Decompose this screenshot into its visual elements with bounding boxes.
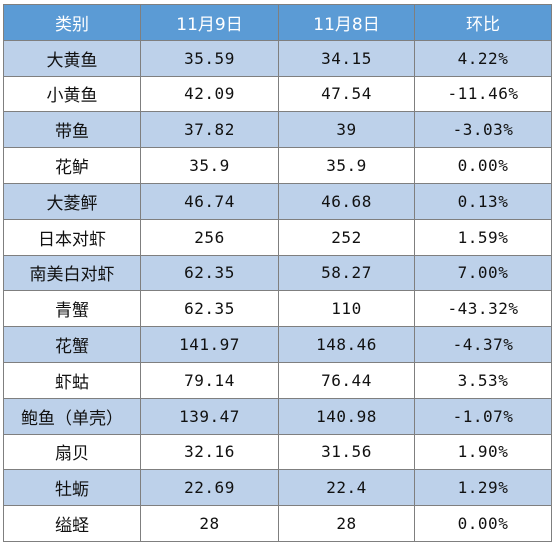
change-cell: 1.59% [414, 218, 552, 256]
change-cell: 0.00% [414, 505, 552, 542]
nov9-price-cell: 79.14 [140, 361, 279, 399]
category-cell: 牡蛎 [3, 469, 141, 507]
nov9-price-cell: 62.35 [140, 290, 279, 328]
nov8-price-cell: 28 [278, 505, 415, 542]
nov8-price-cell: 76.44 [278, 361, 415, 399]
nov8-price-cell: 252 [278, 218, 415, 256]
nov9-price-cell: 35.59 [140, 39, 279, 77]
nov9-price-cell: 256 [140, 218, 279, 256]
nov8-price-cell: 22.4 [278, 469, 415, 507]
nov8-price-cell: 140.98 [278, 397, 415, 435]
category-cell: 虾蛄 [3, 361, 141, 399]
nov9-price-cell: 46.74 [140, 182, 279, 220]
change-cell: -11.46% [414, 75, 552, 113]
header-change: 环比 [414, 4, 552, 41]
nov9-price-cell: 28 [140, 505, 279, 542]
change-cell: 4.22% [414, 39, 552, 77]
nov9-price-cell: 42.09 [140, 75, 279, 113]
category-cell: 青蟹 [3, 290, 141, 328]
category-cell: 带鱼 [3, 111, 141, 149]
change-cell: 3.53% [414, 361, 552, 399]
header-nov8: 11月8日 [278, 4, 415, 41]
nov8-price-cell: 35.9 [278, 147, 415, 184]
header-nov9: 11月9日 [140, 4, 279, 41]
table-body: 大黄鱼 35.59 34.15 4.22% 小黄鱼 42.09 47.54 -1… [3, 39, 552, 542]
nov8-price-cell: 148.46 [278, 326, 415, 363]
nov8-price-cell: 34.15 [278, 39, 415, 77]
table-row: 带鱼 37.82 39 -3.03% [3, 111, 552, 149]
table-row: 花蟹 141.97 148.46 -4.37% [3, 326, 552, 363]
table-row: 扇贝 32.16 31.56 1.90% [3, 433, 552, 471]
nov8-price-cell: 31.56 [278, 433, 415, 471]
table-row: 牡蛎 22.69 22.4 1.29% [3, 469, 552, 507]
nov8-price-cell: 46.68 [278, 182, 415, 220]
nov9-price-cell: 141.97 [140, 326, 279, 363]
nov8-price-cell: 110 [278, 290, 415, 328]
header-category: 类别 [3, 4, 141, 41]
table-row: 大菱鲆 46.74 46.68 0.13% [3, 182, 552, 220]
price-comparison-table: 类别 11月9日 11月8日 环比 大黄鱼 35.59 34.15 4.22% … [3, 4, 552, 542]
category-cell: 花蟹 [3, 326, 141, 363]
table-row: 鲍鱼（单壳） 139.47 140.98 -1.07% [3, 397, 552, 435]
change-cell: 0.13% [414, 182, 552, 220]
category-cell: 缢蛏 [3, 505, 141, 542]
table-row: 虾蛄 79.14 76.44 3.53% [3, 361, 552, 399]
change-cell: 0.00% [414, 147, 552, 184]
change-cell: -43.32% [414, 290, 552, 328]
nov9-price-cell: 62.35 [140, 254, 279, 292]
change-cell: 1.29% [414, 469, 552, 507]
change-cell: -4.37% [414, 326, 552, 363]
table-row: 大黄鱼 35.59 34.15 4.22% [3, 39, 552, 77]
change-cell: -1.07% [414, 397, 552, 435]
table-row: 南美白对虾 62.35 58.27 7.00% [3, 254, 552, 292]
nov8-price-cell: 39 [278, 111, 415, 149]
nov8-price-cell: 47.54 [278, 75, 415, 113]
table-header-row: 类别 11月9日 11月8日 环比 [3, 4, 552, 41]
nov8-price-cell: 58.27 [278, 254, 415, 292]
nov9-price-cell: 35.9 [140, 147, 279, 184]
table-row: 小黄鱼 42.09 47.54 -11.46% [3, 75, 552, 113]
nov9-price-cell: 139.47 [140, 397, 279, 435]
table-row: 缢蛏 28 28 0.00% [3, 505, 552, 542]
category-cell: 南美白对虾 [3, 254, 141, 292]
price-table-container: 类别 11月9日 11月8日 环比 大黄鱼 35.59 34.15 4.22% … [3, 4, 552, 542]
table-row: 日本对虾 256 252 1.59% [3, 218, 552, 256]
nov9-price-cell: 22.69 [140, 469, 279, 507]
table-row: 花鲈 35.9 35.9 0.00% [3, 147, 552, 184]
category-cell: 花鲈 [3, 147, 141, 184]
category-cell: 扇贝 [3, 433, 141, 471]
category-cell: 小黄鱼 [3, 75, 141, 113]
change-cell: -3.03% [414, 111, 552, 149]
nov9-price-cell: 32.16 [140, 433, 279, 471]
category-cell: 日本对虾 [3, 218, 141, 256]
change-cell: 7.00% [414, 254, 552, 292]
category-cell: 大黄鱼 [3, 39, 141, 77]
nov9-price-cell: 37.82 [140, 111, 279, 149]
category-cell: 大菱鲆 [3, 182, 141, 220]
table-row: 青蟹 62.35 110 -43.32% [3, 290, 552, 328]
category-cell: 鲍鱼（单壳） [3, 397, 141, 435]
change-cell: 1.90% [414, 433, 552, 471]
